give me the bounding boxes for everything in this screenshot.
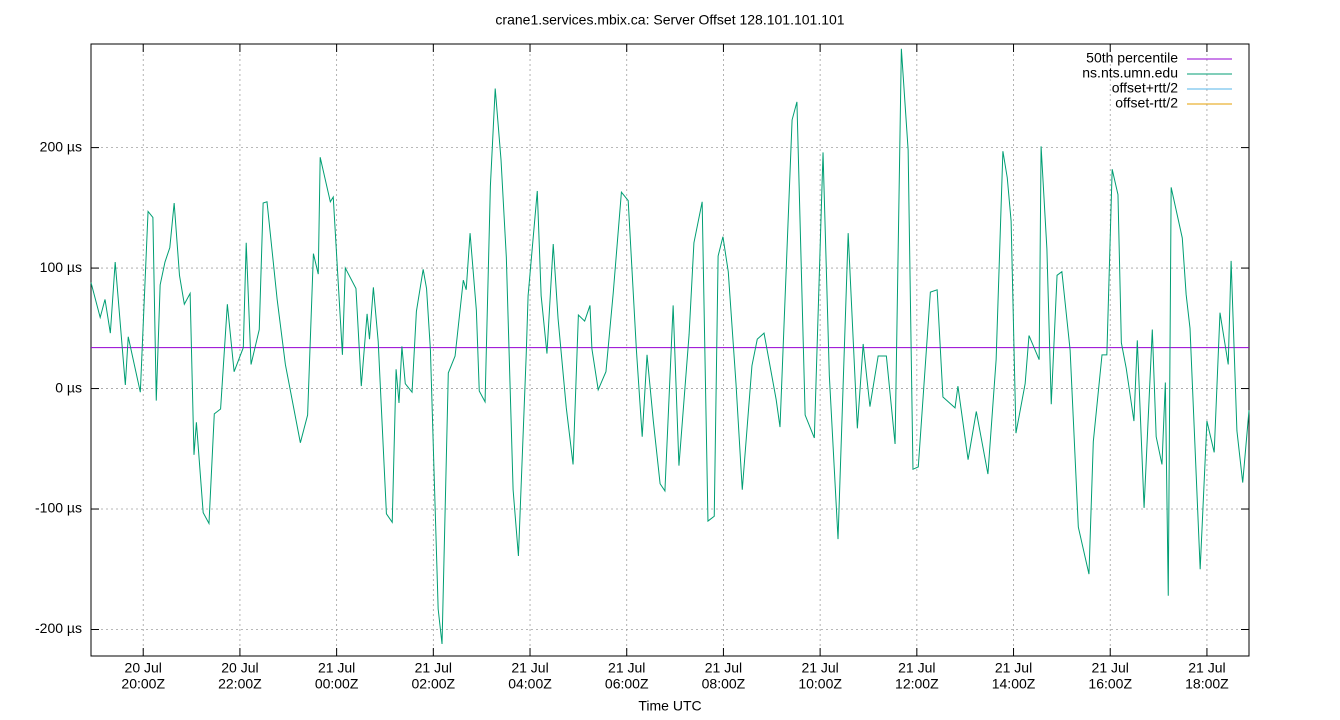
y-tick-label: -200 µs [35,620,82,636]
x-tick-date: 21 Jul [898,660,935,676]
x-tick-label: 16:00Z [1088,676,1132,692]
x-tick-date: 20 Jul [125,660,162,676]
legend-label: offset-rtt/2 [1115,95,1178,111]
x-tick-date: 21 Jul [995,660,1032,676]
x-tick-label: 00:00Z [315,676,359,692]
x-tick-date: 21 Jul [1188,660,1225,676]
x-tick-label: 06:00Z [605,676,649,692]
y-tick-label: 100 µs [40,259,82,275]
y-tick-label: 0 µs [55,379,82,395]
x-tick-label: 04:00Z [508,676,552,692]
x-axis-label: Time UTC [638,698,701,714]
x-tick-label: 10:00Z [798,676,842,692]
plot-frame [90,43,1250,657]
x-tick-label: 20:00Z [121,676,165,692]
x-tick-label: 22:00Z [218,676,262,692]
x-tick-date: 21 Jul [318,660,355,676]
x-tick-label: 18:00Z [1185,676,1229,692]
y-tick-label: 200 µs [40,138,82,154]
chart-title: crane1.services.mbix.ca: Server Offset 1… [495,12,844,28]
y-tick-label: -100 µs [35,500,82,516]
x-tick-date: 21 Jul [415,660,452,676]
x-tick-label: 14:00Z [992,676,1036,692]
x-tick-label: 02:00Z [412,676,456,692]
series-line [90,48,1250,645]
legend-label: 50th percentile [1086,50,1178,66]
legend-label: offset+rtt/2 [1112,80,1178,96]
x-tick-date: 21 Jul [801,660,838,676]
x-tick-date: 21 Jul [705,660,742,676]
x-tick-label: 08:00Z [702,676,746,692]
legend-label: ns.nts.umn.edu [1082,65,1178,81]
x-tick-date: 21 Jul [608,660,645,676]
x-tick-label: 12:00Z [895,676,939,692]
x-tick-date: 21 Jul [1092,660,1129,676]
x-tick-date: 21 Jul [511,660,548,676]
x-tick-date: 20 Jul [221,660,258,676]
